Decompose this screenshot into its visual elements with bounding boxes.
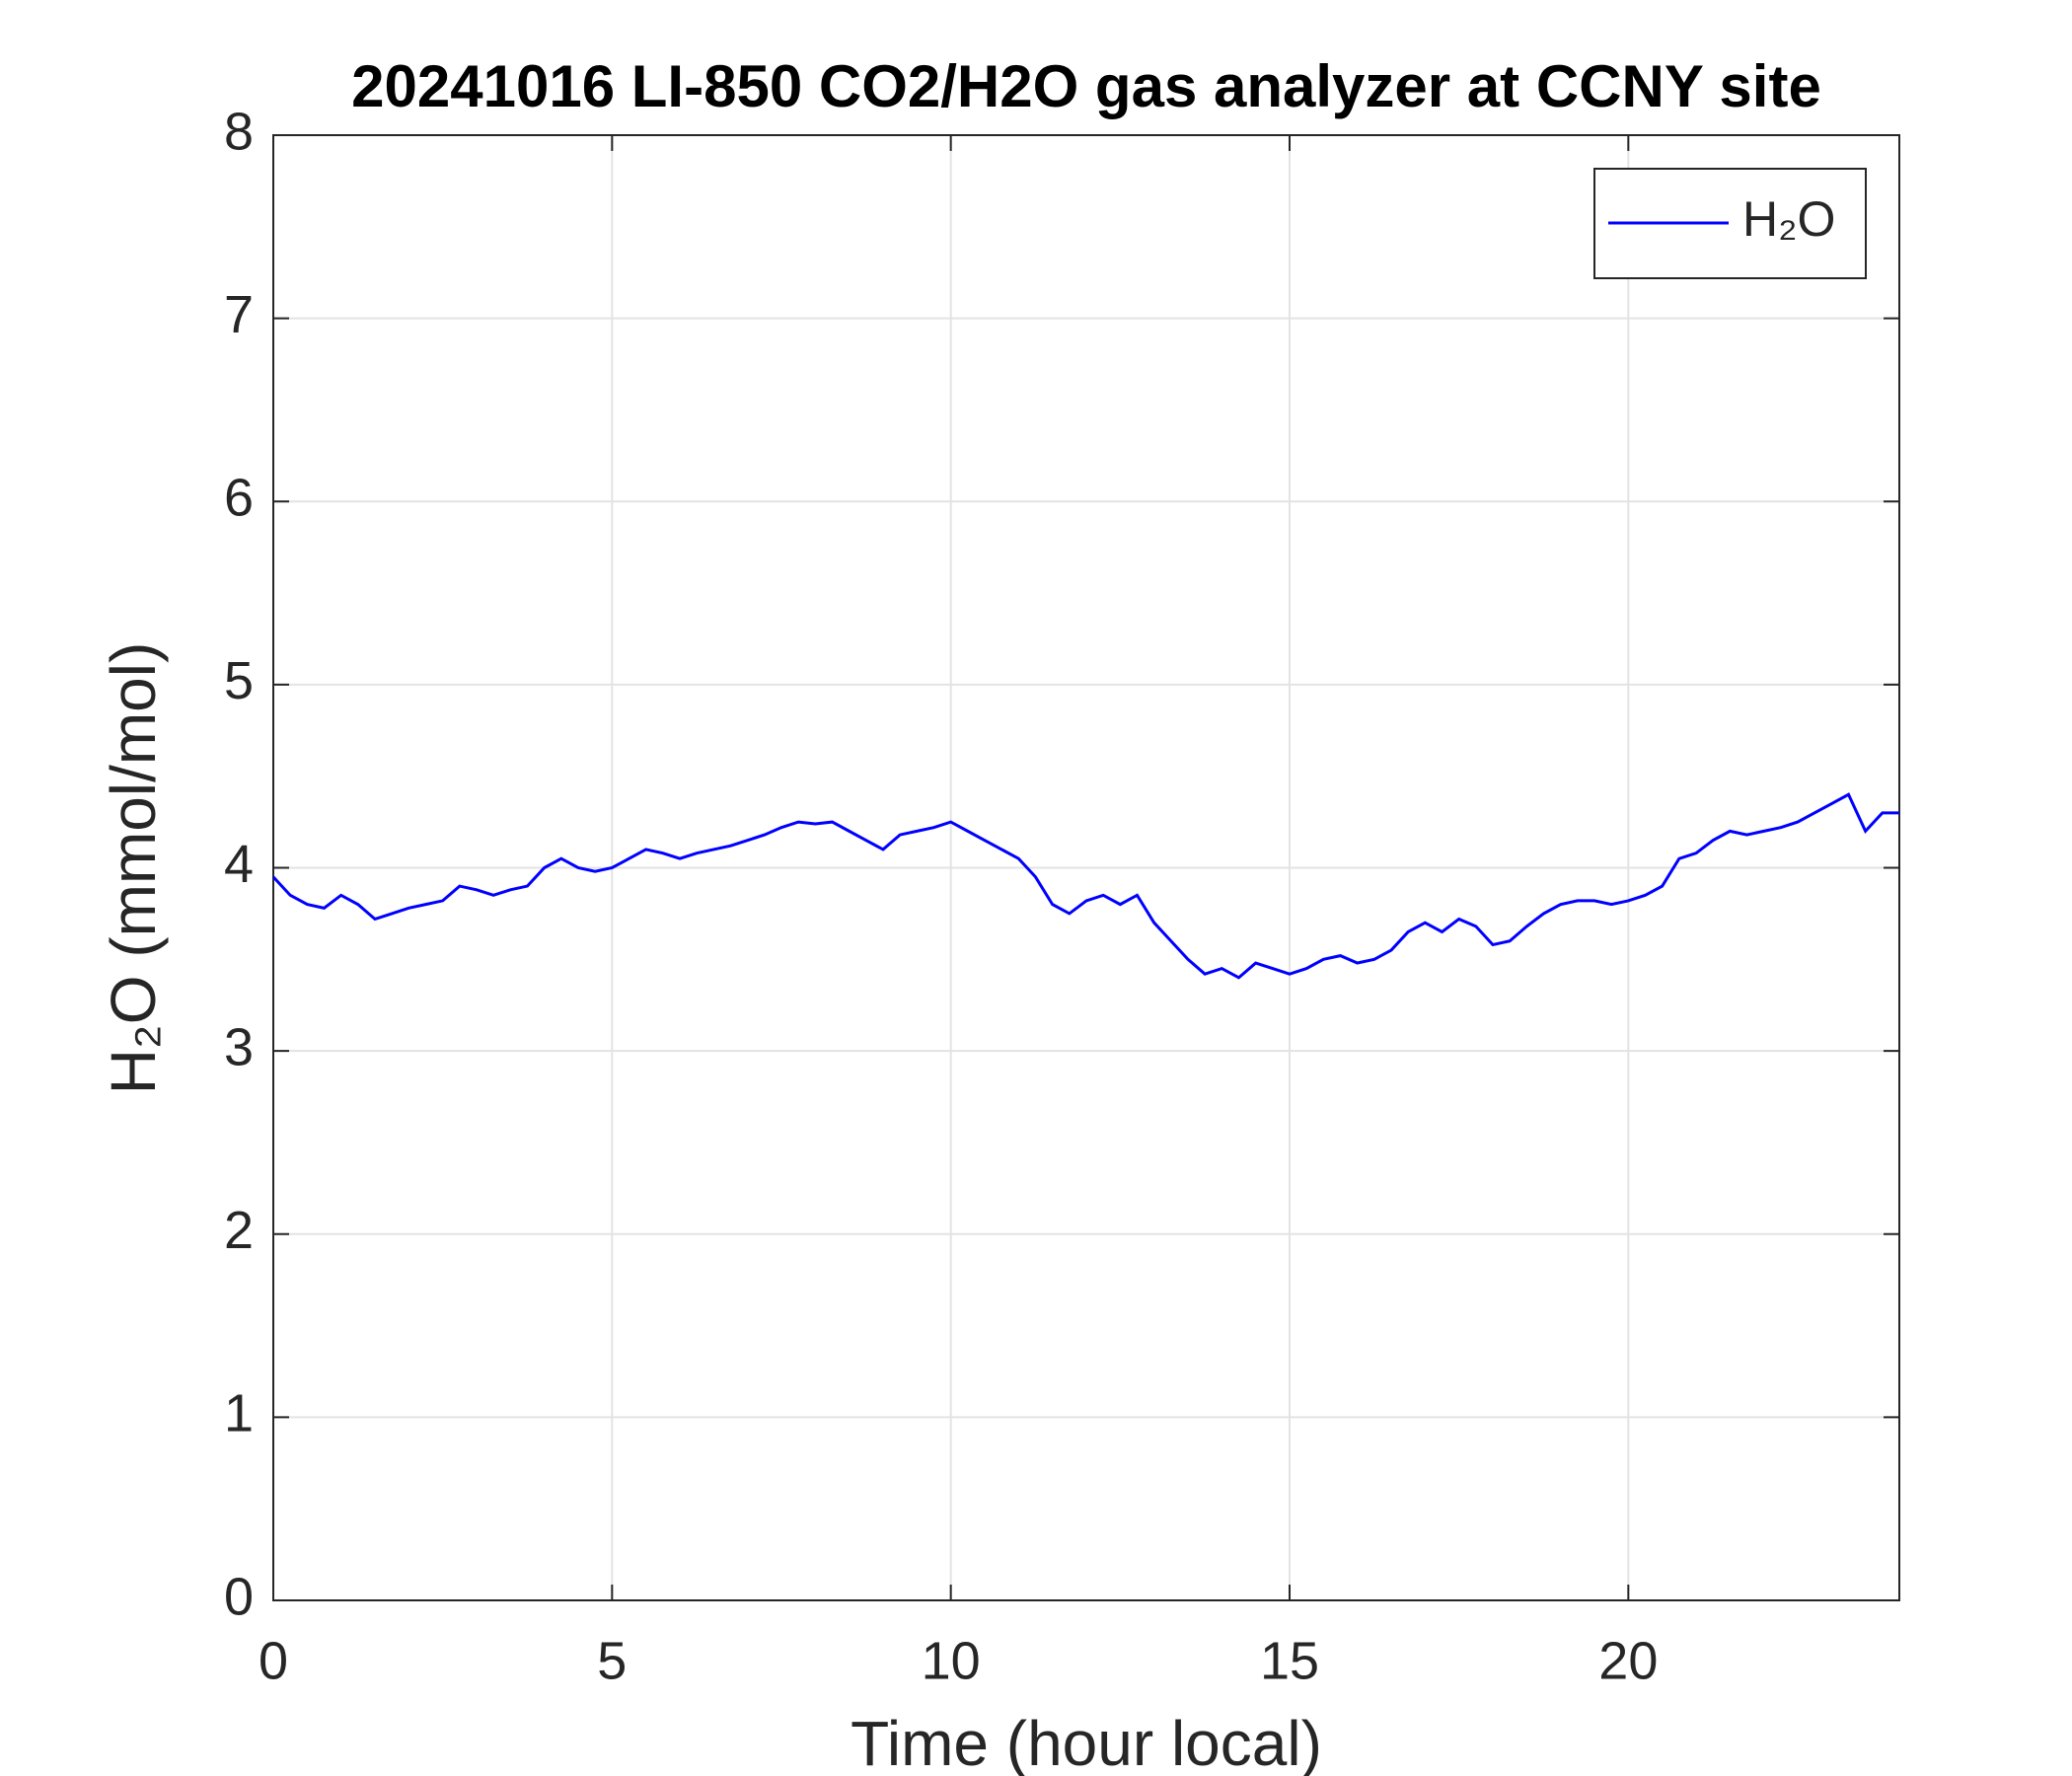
y-tick-label: 4 xyxy=(224,835,254,894)
legend-label: H₂O xyxy=(1742,191,1835,247)
x-tick-label: 5 xyxy=(597,1631,627,1690)
x-axis-label: Time (hour local) xyxy=(851,1708,1322,1776)
y-tick-label: 2 xyxy=(224,1201,254,1260)
y-tick-label: 7 xyxy=(224,285,254,344)
x-tick-label: 10 xyxy=(922,1631,981,1690)
chart-title: 20241016 LI-850 CO2/H2O gas analyzer at … xyxy=(351,53,1821,119)
y-tick-label: 5 xyxy=(224,651,254,710)
x-tick-label: 0 xyxy=(259,1631,288,1690)
y-tick-label: 0 xyxy=(224,1567,254,1626)
plot-frame xyxy=(272,134,1900,1601)
y-tick-label: 3 xyxy=(224,1017,254,1076)
x-tick-label: 20 xyxy=(1598,1631,1658,1690)
y-axis-label: H₂O (mmol/mol) xyxy=(98,642,169,1095)
data-line xyxy=(271,792,1899,980)
y-tick-label: 6 xyxy=(224,469,254,528)
y-tick-label: 1 xyxy=(224,1384,254,1443)
x-tick-label: 15 xyxy=(1260,1631,1319,1690)
y-tick-label: 8 xyxy=(224,102,254,161)
